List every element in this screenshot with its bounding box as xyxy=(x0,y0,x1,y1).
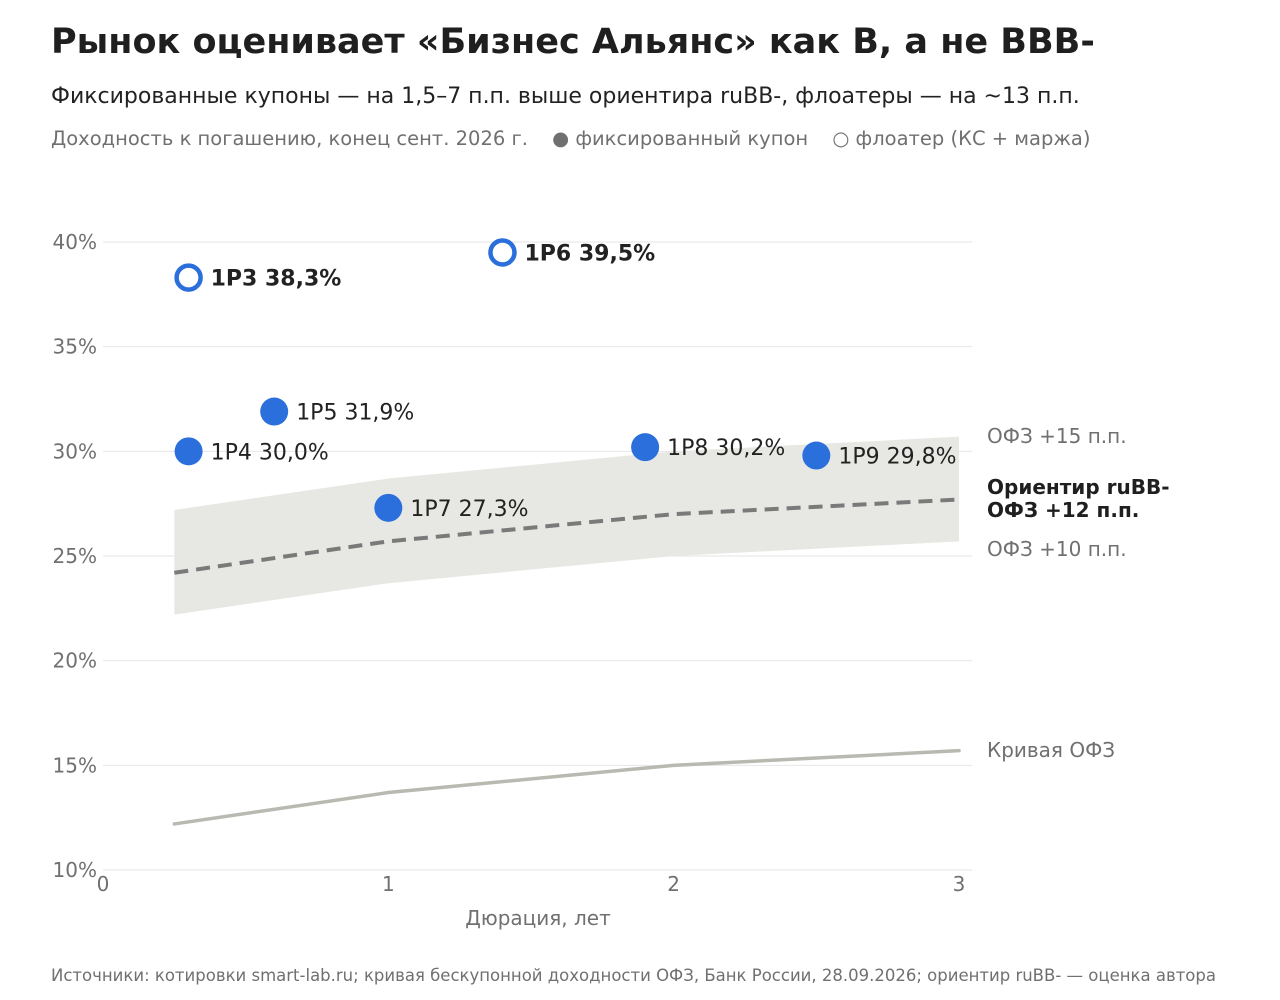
y-tick-label: 30% xyxy=(53,439,97,463)
benchmark-label-line2: ОФЗ +12 п.п. xyxy=(987,498,1139,522)
legend-fixed: ● фиксированный купон xyxy=(552,127,809,150)
floater-point xyxy=(174,263,203,292)
band-lower-label: ОФЗ +10 п.п. xyxy=(987,537,1127,561)
benchmark-label-line1: Ориентир ruBB- xyxy=(987,475,1170,499)
point-label: 1Р9 29,8% xyxy=(838,445,956,470)
benchmark-band xyxy=(174,436,960,615)
x-axis-label: Дюрация, лет xyxy=(465,906,611,930)
y-tick-label: 25% xyxy=(53,544,97,568)
y-tick-label: 35% xyxy=(53,335,97,359)
chart-subtitle: Фиксированные купоны — на 1,5–7 п.п. выш… xyxy=(51,84,1080,109)
caption-text: Доходность к погашению, конец сент. 2026… xyxy=(51,127,528,150)
point-label: 1Р7 27,3% xyxy=(410,497,528,522)
ofz-curve-label: Кривая ОФЗ xyxy=(987,738,1115,762)
ofz-curve-line xyxy=(172,748,961,826)
yield-chart: 10% 15% 20% 25% 30% 35% 40% 0 1 2 3 1Р3 38,3% 1Р6 3… xyxy=(53,230,1170,930)
fixed-point xyxy=(374,493,403,522)
point-label: 1Р6 39,5% xyxy=(524,241,655,266)
x-tick-label: 2 xyxy=(667,872,680,896)
fixed-point xyxy=(802,441,831,470)
fixed-point xyxy=(260,397,289,426)
point-label: 1Р4 30,0% xyxy=(211,440,329,465)
point-label: 1Р3 38,3% xyxy=(211,267,342,292)
legend-floater: ○ флоатер (КС + маржа) xyxy=(832,127,1091,150)
fixed-point xyxy=(631,433,660,462)
point-label: 1Р5 31,9% xyxy=(296,401,414,426)
y-tick-label: 15% xyxy=(53,753,97,777)
band-upper-label: ОФЗ +15 п.п. xyxy=(987,424,1127,448)
benchmark-line xyxy=(174,497,960,575)
x-tick-label: 0 xyxy=(97,872,110,896)
y-tick-label: 20% xyxy=(53,649,97,673)
chart-title: Рынок оценивает «Бизнес Альянс» как B, а… xyxy=(51,22,1095,62)
source-footnote: Источники: котировки smart-lab.ru; крива… xyxy=(51,966,1216,985)
floater-point xyxy=(488,238,517,267)
y-tick-label: 10% xyxy=(53,858,97,882)
point-label: 1Р8 30,2% xyxy=(667,436,785,461)
chart-caption: Доходность к погашению, конец сент. 2026… xyxy=(51,127,1108,150)
x-tick-label: 1 xyxy=(382,872,395,896)
x-tick-label: 3 xyxy=(953,872,966,896)
y-tick-label: 40% xyxy=(53,230,97,254)
fixed-point xyxy=(174,437,203,466)
